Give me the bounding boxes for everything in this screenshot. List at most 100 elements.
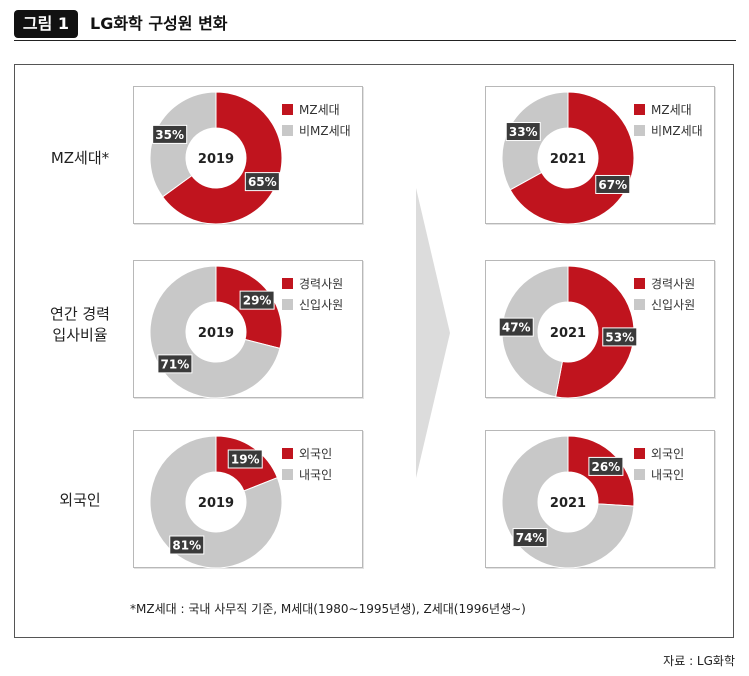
center-year-label: 2019	[198, 326, 234, 341]
legend-swatch	[634, 448, 645, 459]
data-label: 74%	[512, 528, 548, 548]
donut-slice	[501, 265, 569, 398]
legend-swatch	[282, 104, 293, 115]
data-label-text: 26%	[592, 460, 621, 474]
legend-swatch	[282, 278, 293, 289]
legend-item: 경력사원	[634, 273, 695, 294]
data-label-text: 81%	[172, 539, 201, 553]
data-label-text: 53%	[605, 330, 634, 344]
center-year-label: 2019	[198, 496, 234, 511]
legend-label: 신입사원	[299, 298, 344, 312]
legend-swatch	[634, 278, 645, 289]
data-label: 19%	[227, 449, 263, 469]
data-label-box	[602, 327, 638, 347]
data-label-text: 33%	[509, 125, 538, 139]
data-label: 53%	[602, 327, 638, 347]
donut-chart: 2021 53% 47%	[498, 265, 638, 399]
donut-slice	[149, 435, 283, 569]
legend-item: MZ세대	[282, 99, 351, 120]
legend-item: MZ세대	[634, 99, 703, 120]
data-label: 71%	[157, 354, 193, 374]
data-label: 26%	[588, 456, 624, 476]
data-label-text: 35%	[155, 128, 184, 142]
row-label-line: 입사비율	[52, 326, 108, 344]
legend-swatch	[634, 125, 645, 136]
data-label-text: 71%	[161, 357, 190, 371]
legend-swatch	[282, 125, 293, 136]
donut-chart: 2019 19% 81%	[149, 435, 283, 569]
legend-label: 경력사원	[651, 277, 696, 291]
data-label-box	[595, 174, 631, 194]
data-label-box	[505, 122, 541, 142]
legend-item: 외국인	[282, 443, 332, 464]
legend-label: 비MZ세대	[299, 124, 351, 138]
data-label: 81%	[169, 535, 205, 555]
data-label: 33%	[505, 122, 541, 142]
data-label-box	[157, 354, 193, 374]
data-label-text: 29%	[243, 294, 272, 308]
legend-swatch	[282, 469, 293, 480]
row-label-foreign: 외국인	[30, 490, 130, 511]
legend-swatch	[282, 299, 293, 310]
donut-chart-panel: 2021 53% 47% 경력사원 신입사원	[485, 260, 715, 399]
center-year-label: 2021	[550, 496, 586, 511]
donut-chart: 2019 29% 71%	[149, 265, 283, 399]
center-year-label: 2019	[198, 152, 234, 167]
data-label: 47%	[498, 317, 534, 337]
legend-item: 내국인	[634, 464, 684, 485]
row-label-line: 연간 경력	[50, 305, 110, 323]
data-label-box	[239, 290, 275, 310]
legend-label: 내국인	[299, 468, 333, 482]
figure-title: LG화학 구성원 변화	[90, 14, 228, 33]
data-label-box	[588, 456, 624, 476]
footnote: *MZ세대 : 국내 사무직 기준, M세대(1980∼1995년생), Z세대…	[130, 602, 526, 616]
header-divider	[14, 40, 736, 41]
row-label-mz: MZ세대*	[30, 148, 130, 169]
legend-swatch	[634, 469, 645, 480]
data-label: 29%	[239, 290, 275, 310]
legend-swatch	[282, 448, 293, 459]
legend-item: 신입사원	[282, 294, 343, 315]
data-label: 65%	[244, 172, 280, 192]
donut-chart: 2021 26% 74%	[501, 435, 635, 569]
data-label-box	[169, 535, 205, 555]
data-label-box	[152, 124, 188, 144]
data-label-text: 47%	[502, 321, 531, 335]
data-label-text: 74%	[516, 531, 545, 545]
right-arrow-icon	[416, 188, 450, 478]
legend-swatch	[634, 299, 645, 310]
legend-label: MZ세대	[651, 103, 692, 117]
legend-label: 외국인	[299, 447, 333, 461]
legend-label: 비MZ세대	[651, 124, 703, 138]
legend-item: 외국인	[634, 443, 684, 464]
data-label: 35%	[152, 124, 188, 144]
data-label-box	[227, 449, 263, 469]
figure-header: 그림 1 LG화학 구성원 변화	[14, 10, 736, 41]
legend-item: 경력사원	[282, 273, 343, 294]
data-label-box	[512, 528, 548, 548]
row-label-line: MZ세대*	[50, 149, 110, 167]
legend-item: 신입사원	[634, 294, 695, 315]
row-label-line: 외국인	[59, 491, 101, 509]
donut-slice	[149, 91, 217, 198]
legend-item: 내국인	[282, 464, 332, 485]
donut-slice	[555, 265, 635, 399]
center-year-label: 2021	[550, 152, 586, 167]
donut-chart: 2021 67% 33%	[501, 91, 635, 225]
legend-label: 경력사원	[299, 277, 344, 291]
legend-label: 내국인	[651, 468, 685, 482]
data-label-text: 19%	[231, 452, 260, 466]
legend-label: MZ세대	[299, 103, 340, 117]
data-label-text: 67%	[598, 178, 627, 192]
data-label-box	[498, 317, 534, 337]
